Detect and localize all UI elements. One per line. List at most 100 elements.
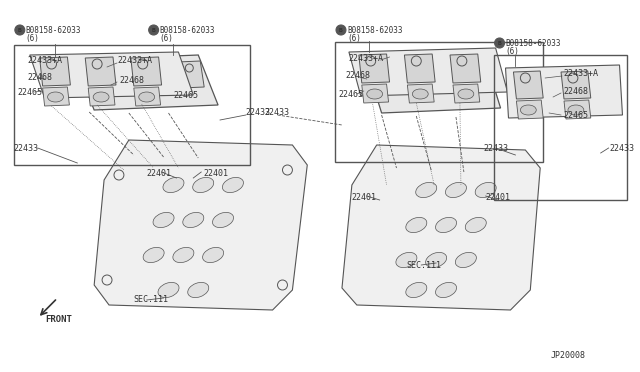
Ellipse shape	[163, 177, 184, 193]
Polygon shape	[377, 66, 403, 94]
Polygon shape	[513, 71, 543, 99]
Text: B08158-62033: B08158-62033	[506, 38, 561, 48]
Ellipse shape	[465, 217, 486, 232]
Ellipse shape	[475, 182, 496, 198]
Ellipse shape	[47, 92, 63, 102]
Text: 22401: 22401	[352, 192, 377, 202]
Text: 22433+A: 22433+A	[563, 68, 598, 77]
Ellipse shape	[193, 177, 214, 193]
Ellipse shape	[445, 182, 467, 198]
Text: B08158-62033: B08158-62033	[26, 26, 81, 35]
Polygon shape	[506, 65, 623, 118]
Polygon shape	[516, 100, 543, 119]
Circle shape	[148, 25, 159, 35]
Polygon shape	[404, 54, 435, 83]
Text: B08158-62033: B08158-62033	[159, 26, 215, 35]
Ellipse shape	[183, 212, 204, 228]
Text: 22401: 22401	[147, 169, 172, 177]
Text: 22401: 22401	[486, 192, 511, 202]
Ellipse shape	[406, 217, 427, 232]
Polygon shape	[450, 54, 481, 83]
Text: 22465: 22465	[338, 90, 363, 99]
Text: 22433+A: 22433+A	[117, 55, 152, 64]
Ellipse shape	[367, 89, 383, 99]
Polygon shape	[564, 100, 591, 119]
Text: SEC.111: SEC.111	[406, 260, 442, 269]
Bar	[14, 45, 250, 165]
Ellipse shape	[568, 105, 584, 115]
Text: SEC.111: SEC.111	[134, 295, 169, 305]
Bar	[335, 42, 543, 162]
Ellipse shape	[455, 253, 476, 267]
Ellipse shape	[139, 92, 155, 102]
Polygon shape	[134, 87, 161, 106]
Text: 22433: 22433	[14, 144, 39, 153]
Ellipse shape	[188, 282, 209, 298]
Polygon shape	[136, 61, 163, 88]
Ellipse shape	[436, 217, 456, 232]
Polygon shape	[40, 57, 70, 86]
Ellipse shape	[520, 105, 536, 115]
Ellipse shape	[173, 247, 194, 263]
Ellipse shape	[458, 89, 474, 99]
Ellipse shape	[93, 92, 109, 102]
Text: JP20008: JP20008	[550, 350, 585, 359]
Circle shape	[15, 25, 25, 35]
Ellipse shape	[153, 212, 174, 228]
Polygon shape	[453, 84, 480, 103]
Text: 22401: 22401	[203, 169, 228, 177]
Polygon shape	[94, 61, 121, 88]
Polygon shape	[452, 66, 479, 94]
Ellipse shape	[212, 212, 234, 228]
Polygon shape	[349, 48, 508, 96]
Text: 22433: 22433	[246, 108, 271, 116]
Text: (6): (6)	[26, 33, 40, 42]
Text: 22468: 22468	[563, 87, 588, 96]
Text: (6): (6)	[506, 46, 520, 55]
Polygon shape	[367, 60, 500, 113]
Text: 22433: 22433	[609, 144, 635, 153]
Polygon shape	[359, 54, 390, 83]
Text: 22468: 22468	[345, 71, 370, 80]
Polygon shape	[561, 71, 591, 99]
Circle shape	[495, 38, 504, 48]
Text: 22433: 22433	[484, 144, 509, 153]
Text: (6): (6)	[347, 33, 361, 42]
Polygon shape	[408, 84, 434, 103]
Polygon shape	[43, 87, 69, 106]
Polygon shape	[414, 66, 441, 94]
Text: 22465: 22465	[563, 110, 588, 119]
Text: B: B	[152, 28, 156, 32]
Polygon shape	[342, 145, 540, 310]
Text: 22433+A: 22433+A	[28, 55, 63, 64]
Polygon shape	[177, 61, 204, 88]
Ellipse shape	[416, 182, 436, 198]
Bar	[493, 55, 627, 200]
Text: 22468: 22468	[28, 73, 52, 81]
Text: FRONT: FRONT	[45, 315, 72, 324]
Text: 22465: 22465	[173, 90, 198, 99]
Text: (6): (6)	[159, 33, 173, 42]
Polygon shape	[85, 57, 116, 86]
Text: B: B	[339, 28, 343, 32]
Text: 22468: 22468	[119, 76, 144, 84]
Ellipse shape	[426, 253, 447, 267]
Polygon shape	[74, 55, 218, 110]
Polygon shape	[88, 87, 115, 106]
Ellipse shape	[436, 282, 456, 298]
Polygon shape	[362, 84, 388, 103]
Ellipse shape	[412, 89, 428, 99]
Text: 22465: 22465	[18, 87, 43, 96]
Polygon shape	[131, 57, 161, 86]
Text: 22433: 22433	[265, 108, 290, 116]
Ellipse shape	[396, 253, 417, 267]
Text: B08158-62033: B08158-62033	[347, 26, 403, 35]
Text: B: B	[18, 28, 22, 32]
Ellipse shape	[158, 282, 179, 298]
Text: 22433+A: 22433+A	[349, 54, 384, 62]
Circle shape	[336, 25, 346, 35]
Ellipse shape	[143, 247, 164, 263]
Ellipse shape	[203, 247, 223, 263]
Ellipse shape	[406, 282, 427, 298]
Ellipse shape	[223, 177, 243, 193]
